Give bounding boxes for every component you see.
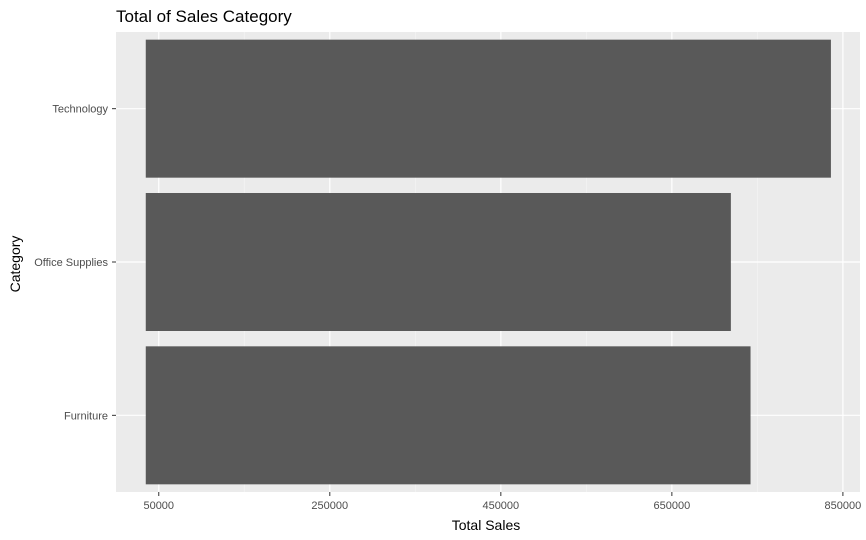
bar-technology [145, 39, 831, 178]
bars [145, 39, 831, 485]
y-tick-label: Technology [52, 104, 108, 116]
y-axis-title: Category [7, 236, 23, 293]
x-tick-label: 650000 [654, 500, 691, 512]
x-axis-title: Total Sales [452, 517, 520, 533]
bar-office-supplies [145, 193, 731, 331]
x-tick-label: 450000 [482, 500, 519, 512]
chart-title: Total of Sales Category [116, 7, 292, 26]
x-tick-label: 50000 [143, 500, 174, 512]
y-axis: Furniture Office Supplies Technology [34, 104, 116, 422]
bar-furniture [145, 346, 751, 485]
y-tick-label: Furniture [64, 410, 108, 422]
y-tick-label: Office Supplies [34, 257, 108, 269]
x-tick-label: 250000 [311, 500, 348, 512]
x-tick-label: 850000 [825, 500, 862, 512]
x-axis: 50000 250000 450000 650000 850000 [143, 492, 861, 512]
